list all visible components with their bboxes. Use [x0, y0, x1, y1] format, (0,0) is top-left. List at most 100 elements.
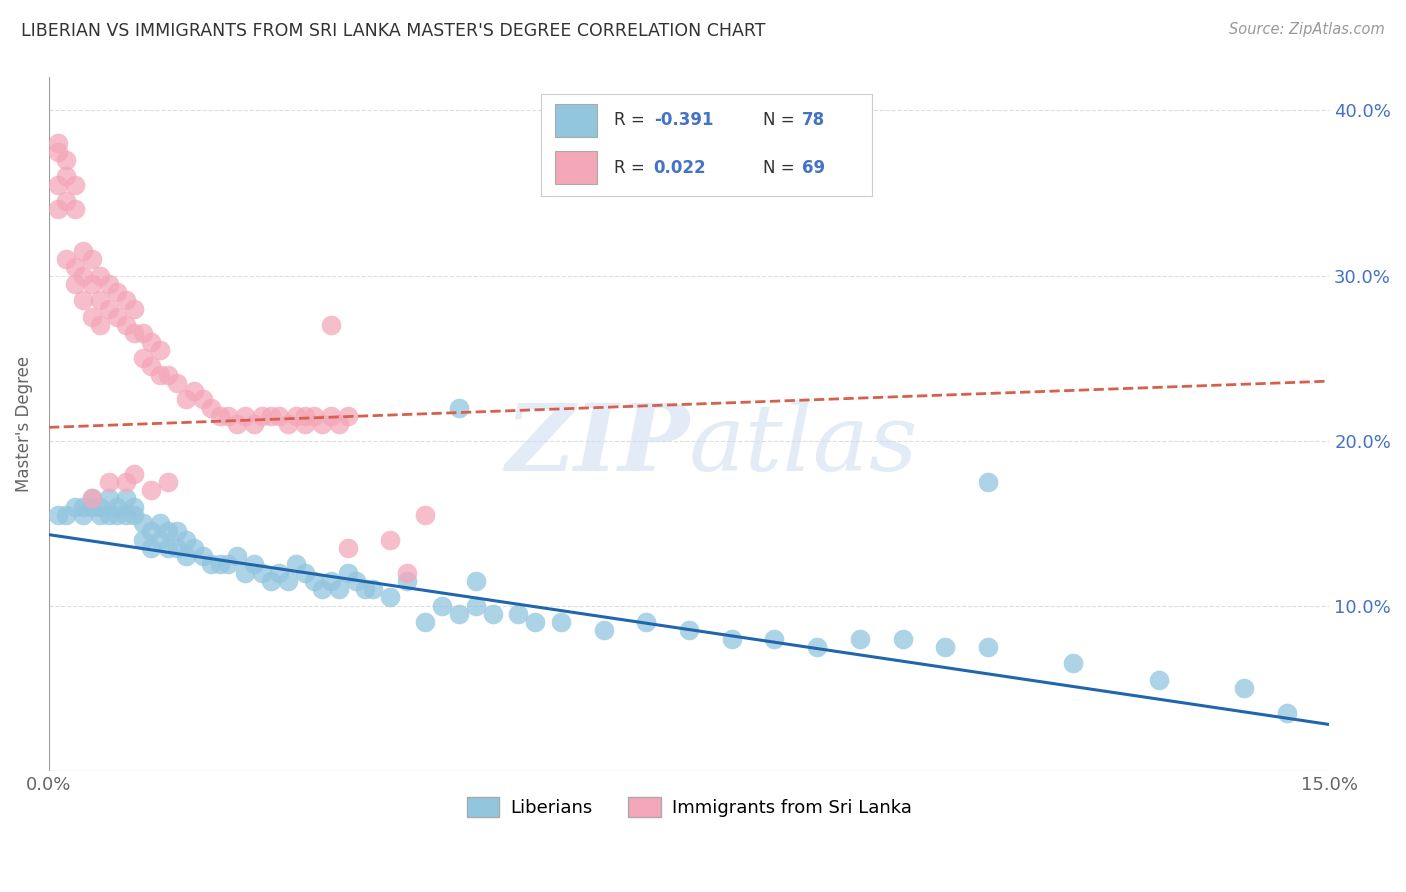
- Point: [97, 475, 120, 489]
- Point: [80, 277, 103, 291]
- Point: [63, 260, 86, 275]
- Point: [294, 409, 316, 423]
- Point: [550, 615, 572, 629]
- Text: N =: N =: [762, 112, 800, 129]
- Point: [396, 566, 419, 580]
- Point: [294, 566, 316, 580]
- Point: [413, 508, 436, 522]
- Point: [72, 508, 94, 522]
- Text: R =: R =: [614, 159, 650, 177]
- Point: [149, 368, 172, 382]
- Point: [80, 310, 103, 324]
- Point: [149, 343, 172, 357]
- Point: [1062, 657, 1084, 671]
- Point: [413, 615, 436, 629]
- Point: [63, 500, 86, 514]
- Point: [464, 574, 486, 588]
- Point: [89, 268, 111, 283]
- Point: [157, 368, 180, 382]
- Point: [302, 574, 325, 588]
- Point: [132, 351, 155, 365]
- Text: Source: ZipAtlas.com: Source: ZipAtlas.com: [1229, 22, 1385, 37]
- Point: [105, 285, 128, 299]
- Point: [380, 533, 402, 547]
- Point: [191, 392, 214, 407]
- Point: [447, 401, 470, 415]
- Point: [72, 268, 94, 283]
- Text: N =: N =: [762, 159, 800, 177]
- Point: [285, 558, 308, 572]
- Point: [294, 417, 316, 431]
- Point: [430, 599, 453, 613]
- Point: [89, 293, 111, 308]
- Point: [678, 624, 700, 638]
- Text: 78: 78: [803, 112, 825, 129]
- Point: [63, 202, 86, 217]
- Point: [302, 409, 325, 423]
- Point: [1147, 673, 1170, 687]
- Point: [97, 508, 120, 522]
- Point: [977, 475, 1000, 489]
- Point: [114, 475, 136, 489]
- Point: [464, 599, 486, 613]
- Point: [149, 516, 172, 530]
- Point: [319, 574, 342, 588]
- Point: [1233, 681, 1256, 695]
- Point: [166, 524, 188, 539]
- Point: [174, 549, 197, 563]
- Point: [80, 500, 103, 514]
- Point: [508, 607, 530, 621]
- Point: [934, 640, 956, 654]
- Point: [97, 277, 120, 291]
- Point: [277, 574, 299, 588]
- Point: [285, 409, 308, 423]
- Point: [132, 516, 155, 530]
- Point: [72, 244, 94, 258]
- Point: [252, 409, 274, 423]
- Point: [132, 533, 155, 547]
- Point: [344, 574, 367, 588]
- Point: [977, 640, 1000, 654]
- Point: [141, 541, 163, 555]
- Point: [233, 409, 256, 423]
- Point: [243, 558, 266, 572]
- Point: [166, 376, 188, 390]
- Point: [124, 508, 146, 522]
- Point: [124, 500, 146, 514]
- Point: [89, 318, 111, 332]
- Point: [482, 607, 505, 621]
- Point: [63, 277, 86, 291]
- Point: [124, 326, 146, 341]
- Point: [80, 252, 103, 266]
- Point: [124, 467, 146, 481]
- Point: [55, 252, 77, 266]
- Point: [217, 558, 239, 572]
- Point: [132, 326, 155, 341]
- Point: [114, 293, 136, 308]
- Point: [191, 549, 214, 563]
- Point: [105, 500, 128, 514]
- Point: [328, 417, 350, 431]
- Point: [63, 178, 86, 192]
- Point: [353, 582, 375, 596]
- Point: [200, 401, 222, 415]
- Point: [319, 409, 342, 423]
- Point: [277, 417, 299, 431]
- Point: [157, 524, 180, 539]
- Point: [269, 566, 291, 580]
- FancyBboxPatch shape: [554, 104, 598, 136]
- Point: [849, 632, 872, 646]
- Point: [336, 409, 359, 423]
- Point: [243, 417, 266, 431]
- Text: LIBERIAN VS IMMIGRANTS FROM SRI LANKA MASTER'S DEGREE CORRELATION CHART: LIBERIAN VS IMMIGRANTS FROM SRI LANKA MA…: [21, 22, 766, 40]
- Point: [97, 491, 120, 506]
- Point: [97, 301, 120, 316]
- Point: [200, 558, 222, 572]
- Point: [157, 541, 180, 555]
- Point: [336, 541, 359, 555]
- Point: [208, 558, 231, 572]
- Point: [447, 607, 470, 621]
- FancyBboxPatch shape: [554, 151, 598, 184]
- Point: [720, 632, 742, 646]
- Point: [183, 384, 205, 398]
